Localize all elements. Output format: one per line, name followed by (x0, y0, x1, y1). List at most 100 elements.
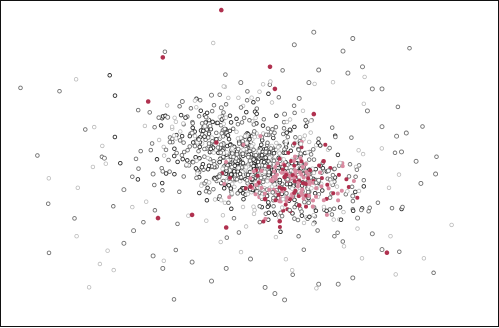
data-point (311, 29, 317, 35)
cloud-point-red (277, 225, 282, 229)
cloud-point (172, 115, 177, 120)
cloud-point (265, 204, 271, 210)
cloud-point (235, 121, 241, 127)
cloud-point (138, 148, 143, 154)
cloud-point (160, 188, 165, 193)
cloud-point-red (321, 198, 326, 203)
cloud-point (244, 109, 249, 115)
cloud-point (276, 95, 282, 100)
cloud-point (329, 212, 335, 217)
data-point-red (223, 225, 229, 230)
cloud-point (172, 146, 177, 151)
cloud-point (112, 93, 118, 98)
cloud-point (224, 165, 229, 171)
cloud-point (449, 222, 454, 228)
cloud-point (190, 121, 195, 126)
cloud-point (265, 178, 270, 184)
cloud-point-red (300, 165, 305, 169)
cloud-point (309, 185, 314, 191)
cloud-point (229, 164, 235, 170)
cloud-point (287, 181, 293, 187)
cloud-point (269, 100, 275, 105)
cloud-point (192, 98, 198, 103)
cloud-point (240, 160, 246, 166)
cloud-point (331, 217, 336, 222)
cloud-point (72, 216, 77, 221)
cloud-point (194, 105, 199, 110)
cloud-point (292, 197, 297, 203)
data-point (355, 215, 361, 221)
cloud-point-red (307, 193, 312, 198)
cloud-point (135, 177, 141, 182)
cloud-point-red (292, 190, 297, 195)
cloud-point-red (346, 185, 351, 189)
cloud-point (205, 185, 210, 191)
cloud-point (236, 95, 241, 100)
cloud-point-red (227, 195, 232, 200)
cloud-point (247, 118, 252, 123)
data-point (350, 275, 356, 281)
cloud-point (284, 130, 289, 135)
data-point (248, 256, 253, 262)
data-point (316, 281, 322, 287)
data-point (165, 114, 171, 120)
cloud-point (263, 149, 269, 155)
cloud-point (359, 207, 364, 213)
cloud-point (225, 133, 231, 138)
cloud-point-red (259, 185, 264, 190)
cloud-point (211, 186, 216, 192)
cloud-point (141, 219, 146, 225)
cloud-point-red (314, 194, 318, 199)
cloud-point-red (241, 142, 246, 147)
cloud-point (97, 261, 103, 267)
cloud-point (171, 297, 177, 302)
data-point (394, 133, 400, 139)
cloud-point (244, 98, 250, 103)
cloud-point (278, 229, 283, 235)
cloud-point (193, 166, 199, 171)
cloud-point (197, 190, 202, 196)
cloud-point (311, 157, 317, 162)
cloud-point (152, 124, 157, 130)
data-point (223, 265, 229, 271)
cloud-point (183, 115, 188, 120)
cloud-point (226, 183, 232, 188)
cloud-point (136, 166, 141, 171)
data-point (282, 297, 288, 303)
cloud-point-red (253, 192, 258, 197)
cloud-point-red (300, 181, 305, 186)
cloud-point (186, 213, 191, 218)
cloud-point (245, 172, 251, 178)
cloud-point (220, 134, 226, 139)
cloud-point (407, 45, 412, 51)
cloud-point (103, 161, 108, 166)
cloud-point (395, 104, 401, 110)
cloud-point-red (292, 158, 297, 163)
cloud-point-red (292, 179, 297, 184)
cloud-point (321, 204, 327, 210)
cloud-point (179, 152, 185, 158)
data-point (209, 92, 214, 98)
cloud-point (195, 171, 200, 176)
cloud-point (203, 114, 209, 120)
cloud-point (251, 211, 257, 217)
cloud-point-red (301, 175, 306, 180)
cloud-point (161, 258, 166, 263)
cloud-point (202, 134, 207, 139)
cloud-point (226, 200, 231, 206)
cloud-point-red (325, 182, 330, 187)
cloud-point (263, 132, 269, 137)
cloud-point (202, 124, 207, 129)
cloud-point (215, 145, 221, 150)
cloud-point (172, 171, 177, 177)
cloud-point-red (336, 198, 341, 203)
cloud-point-red (293, 168, 297, 173)
data-point-red (262, 196, 268, 202)
data-point (218, 105, 224, 111)
cloud-point (379, 146, 384, 151)
data-point-red (282, 174, 287, 180)
cloud-point (173, 247, 179, 253)
cloud-point (231, 154, 236, 160)
cloud-point-red (272, 169, 277, 174)
